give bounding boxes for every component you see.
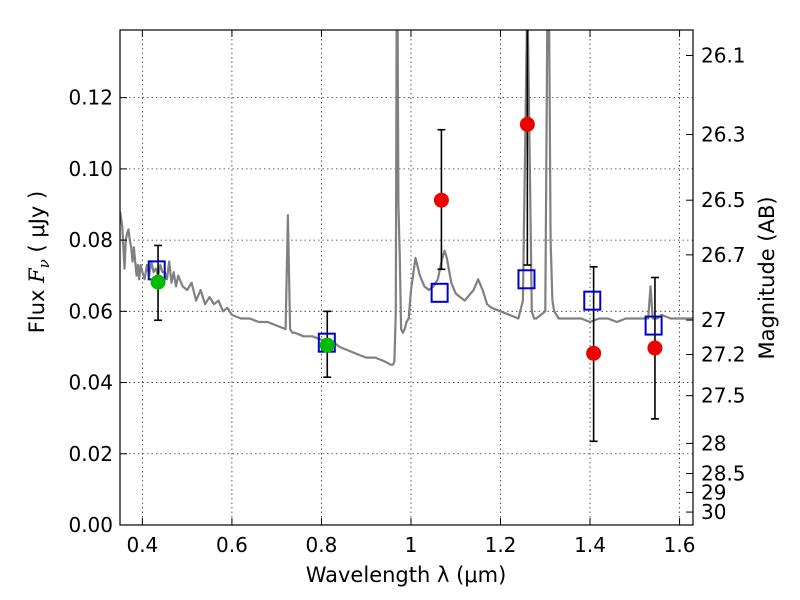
y2-tick-label: 28 <box>701 431 726 455</box>
y2-tick-label: 26.1 <box>701 44 746 68</box>
y2-tick-label: 30 <box>701 500 726 524</box>
y2-tick-label: 27.5 <box>701 384 746 408</box>
x-tick-label: 1.2 <box>485 533 517 557</box>
x-tick-label: 0.6 <box>216 533 248 557</box>
x-tick-label: 1.4 <box>574 533 606 557</box>
x-axis-label: Wavelength λ (μm) <box>306 563 507 587</box>
y2-tick-label: 26.7 <box>701 243 746 267</box>
plot-background <box>120 30 693 525</box>
tick-labels: 0.4 0.6 0.8 1 1.2 1.4 1.6 0.00 0.02 0.04 0.06 0.08 0… <box>68 44 745 557</box>
y-tick-label: 0.12 <box>68 86 113 110</box>
y-tick-label: 0.04 <box>68 371 113 395</box>
upper-limit-point <box>647 340 663 356</box>
upper-limit-point <box>586 345 602 361</box>
y-axis-label-symbol: F <box>25 267 49 284</box>
y2-tick-label: 29 <box>701 481 726 505</box>
y-axis-label-prefix: Flux <box>25 283 49 333</box>
y2-tick-label: 27 <box>701 308 726 332</box>
x-tick-label: 1 <box>405 533 418 557</box>
series-layer <box>120 30 693 443</box>
model-flux-square <box>430 282 449 303</box>
y2-tick-label: 26.3 <box>701 123 746 147</box>
detection-point <box>319 337 335 353</box>
model-flux-square <box>644 315 663 336</box>
y-axis-label-unit: ( μJy ) <box>25 191 49 259</box>
y2-axis-label: Magnitude (AB) <box>755 196 779 359</box>
ticks <box>120 30 693 526</box>
y2-tick-label: 26.5 <box>701 188 746 212</box>
y2-tick-label: 27.2 <box>701 343 746 367</box>
model-flux-square <box>517 269 536 290</box>
x-tick-label: 0.8 <box>306 533 338 557</box>
x-tick-label: 0.4 <box>126 533 158 557</box>
upper-limit-point <box>433 192 449 208</box>
model-flux-square <box>583 290 602 311</box>
y2-tick-label: 28.5 <box>701 462 746 486</box>
plot-frame <box>119 29 694 526</box>
y-tick-label: 0.06 <box>68 299 113 323</box>
detection-point <box>150 274 166 290</box>
y-axis-label: Flux Fν ( μJy ) <box>25 191 53 333</box>
y-axis-label-subscript: ν <box>35 259 53 268</box>
y-tick-label: 0.10 <box>68 157 113 181</box>
y-tick-label: 0.02 <box>68 442 113 466</box>
grid <box>120 30 693 525</box>
upper-limit-point <box>519 116 535 132</box>
y-tick-label: 0.00 <box>68 513 113 537</box>
y-tick-label: 0.08 <box>68 228 113 252</box>
x-tick-label: 1.6 <box>664 533 696 557</box>
